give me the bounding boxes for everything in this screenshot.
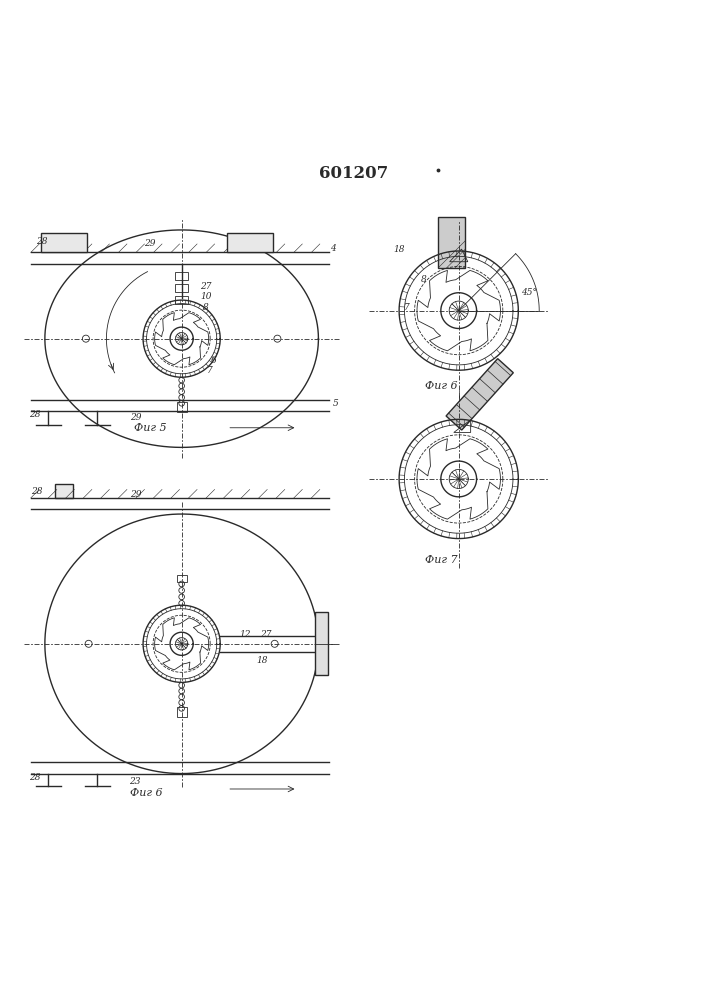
Bar: [55, 484, 73, 498]
Text: 7: 7: [404, 303, 409, 312]
Bar: [227, 233, 273, 252]
Text: 28: 28: [35, 237, 47, 246]
Text: 27: 27: [201, 282, 212, 291]
Text: 18: 18: [257, 656, 268, 665]
Text: Фиг 6: Фиг 6: [425, 381, 457, 391]
Bar: [175, 284, 188, 292]
Text: 10: 10: [201, 292, 212, 301]
Polygon shape: [446, 359, 513, 430]
Bar: [438, 217, 465, 268]
Text: 601207: 601207: [319, 165, 388, 182]
Text: 12: 12: [239, 630, 250, 639]
Text: 8: 8: [204, 303, 209, 312]
Bar: [175, 296, 188, 304]
Text: 28: 28: [28, 410, 40, 419]
Text: Фиг 7: Фиг 7: [425, 555, 457, 565]
Text: 45°: 45°: [522, 288, 537, 297]
Text: 28: 28: [30, 487, 42, 496]
Text: Фиг 6: Фиг 6: [130, 788, 163, 798]
Text: 5: 5: [333, 399, 339, 408]
Text: 8: 8: [421, 275, 426, 284]
Bar: [177, 575, 187, 582]
Text: 27: 27: [260, 630, 271, 639]
Bar: [41, 233, 87, 252]
Text: 4: 4: [329, 244, 335, 253]
Text: 29: 29: [144, 239, 156, 248]
Text: 23: 23: [129, 777, 141, 786]
Bar: [315, 612, 327, 675]
Text: 29: 29: [130, 413, 142, 422]
Text: 6: 6: [211, 356, 216, 365]
Text: 29: 29: [130, 490, 142, 499]
Text: 18: 18: [393, 245, 405, 254]
Text: 7: 7: [207, 366, 213, 375]
Text: 28: 28: [28, 773, 40, 782]
Bar: [175, 272, 188, 280]
Text: Фиг 5: Фиг 5: [134, 423, 166, 433]
